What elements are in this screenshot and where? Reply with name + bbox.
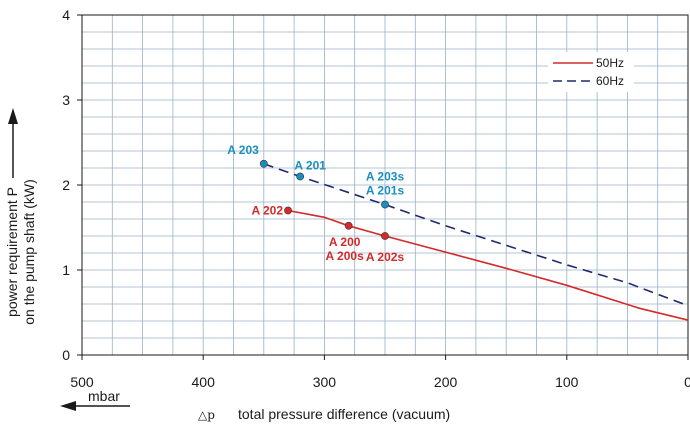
- point-label: A 203: [227, 143, 259, 157]
- point-label: A 203s: [366, 170, 405, 184]
- point-marker: [344, 221, 353, 230]
- point-marker: [296, 172, 305, 181]
- point-label: A 201: [294, 159, 326, 173]
- y-tick-label: 3: [62, 92, 70, 108]
- x-tick-label: 200: [434, 374, 458, 390]
- y-tick-label: 0: [62, 347, 70, 363]
- point-label: A 201s: [366, 184, 405, 198]
- x-tick-label: 0: [684, 374, 690, 390]
- point-label: A 202: [251, 204, 283, 218]
- legend-label-60hz: 60Hz: [596, 74, 624, 88]
- legend-label-50hz: 50Hz: [596, 56, 624, 70]
- y-tick-label: 2: [62, 177, 70, 193]
- point-label: A 200: [329, 235, 361, 249]
- y-axis-label-line1: power requirement P: [4, 187, 20, 317]
- y-axis-arrow-icon: [8, 108, 18, 124]
- point-marker: [284, 206, 292, 215]
- x-tick-label: 100: [555, 374, 579, 390]
- x-tick-label: 300: [313, 374, 337, 390]
- x-axis-arrow-icon: [60, 401, 76, 411]
- legend: 50Hz 60Hz: [548, 52, 634, 92]
- y-tick-label: 1: [62, 262, 70, 278]
- point-label: A 202s: [366, 250, 405, 264]
- x-axis-unit: mbar: [88, 388, 120, 404]
- y-tick-label: 4: [62, 7, 70, 23]
- series-line-50hz: [287, 209, 688, 321]
- point-marker: [381, 200, 389, 209]
- x-tick-label: 400: [192, 374, 216, 390]
- y-axis-label-line2: on the pump shaft (kW): [21, 179, 37, 325]
- x-axis-label: total pressure difference (vacuum): [238, 406, 450, 422]
- tick-labels: 500 400 300 200 100 0 0 1 2 3 4: [62, 7, 690, 390]
- point-marker: [259, 159, 268, 168]
- point-marker: [381, 232, 389, 240]
- x-axis-symbol: △p: [198, 408, 215, 422]
- point-label: A 200s: [326, 249, 365, 263]
- x-tick-label: 500: [70, 374, 94, 390]
